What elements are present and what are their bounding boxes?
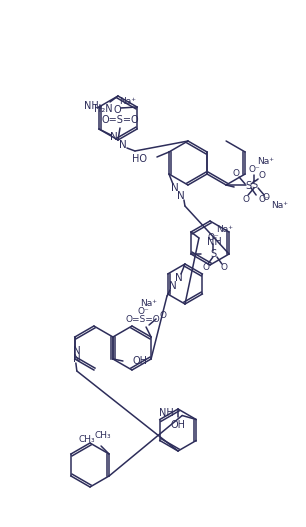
Text: O⁻: O⁻ <box>248 164 260 173</box>
Text: Na⁺: Na⁺ <box>258 157 274 165</box>
Text: N: N <box>119 140 127 150</box>
Text: O: O <box>243 194 250 203</box>
Text: S: S <box>210 249 216 259</box>
Text: NH₂: NH₂ <box>84 101 103 111</box>
Text: O: O <box>259 171 266 181</box>
Text: O=S=O: O=S=O <box>101 115 139 125</box>
Text: Na⁺: Na⁺ <box>216 226 233 235</box>
Text: Na⁺: Na⁺ <box>120 97 136 106</box>
Text: O⁻: O⁻ <box>207 233 219 242</box>
Text: N: N <box>73 354 81 364</box>
Text: N: N <box>177 191 185 201</box>
Text: N: N <box>171 183 179 193</box>
Text: S: S <box>251 180 257 190</box>
Text: Na⁺: Na⁺ <box>140 298 158 307</box>
Text: N: N <box>73 346 81 356</box>
Text: NH: NH <box>207 237 222 247</box>
Text: N: N <box>175 273 183 283</box>
Text: N: N <box>110 132 118 142</box>
Text: O: O <box>263 193 270 202</box>
Text: OH: OH <box>170 420 185 430</box>
Text: O: O <box>203 264 209 272</box>
Text: O=S=O: O=S=O <box>126 315 160 324</box>
Text: S: S <box>245 181 251 191</box>
Text: CH₃: CH₃ <box>95 432 111 441</box>
Text: O⁻: O⁻ <box>258 194 270 203</box>
Text: OH: OH <box>133 356 148 366</box>
Text: Na⁺: Na⁺ <box>271 200 288 210</box>
Text: NH: NH <box>159 408 174 418</box>
Text: N: N <box>169 281 177 291</box>
Text: H₂N: H₂N <box>95 104 113 114</box>
Text: O⁻: O⁻ <box>137 307 149 316</box>
Text: CH₃: CH₃ <box>78 435 95 444</box>
Text: O: O <box>220 262 227 271</box>
Text: O: O <box>159 310 166 319</box>
Text: O: O <box>233 169 240 178</box>
Text: O⁻: O⁻ <box>114 105 126 115</box>
Text: HO: HO <box>132 154 147 164</box>
